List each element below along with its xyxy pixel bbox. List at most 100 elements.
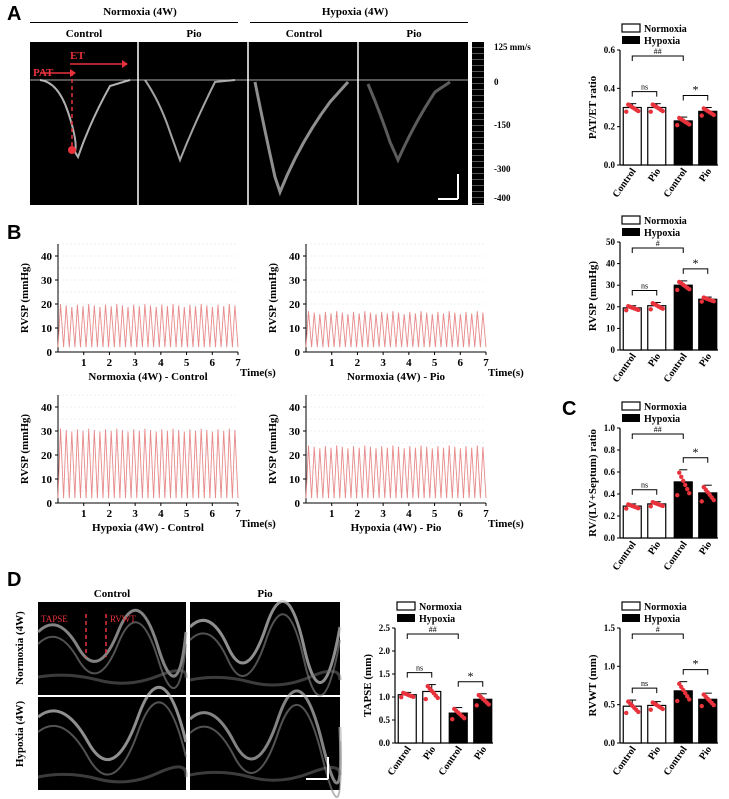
rvsp-dot — [636, 307, 641, 313]
et-label: ET — [70, 50, 85, 62]
rvwt-dot — [636, 709, 641, 715]
fulton-legend-normoxia-label: Normoxia — [644, 402, 687, 413]
doppler-strip: PAT ET — [30, 42, 468, 205]
trace-ylabel: RVSP (mmHg) — [267, 414, 279, 485]
trace-xtick-label: 7 — [483, 357, 489, 369]
rvwt-legend-normoxia-label: Normoxia — [644, 602, 687, 613]
rvsp-dot — [648, 307, 653, 312]
trace-xtick-label: 5 — [432, 357, 438, 369]
rvsp-xtick-3: Control — [662, 351, 690, 385]
tapse-xtick-3: Control — [437, 744, 465, 778]
trace-ytick-label: 10 — [289, 474, 301, 486]
tapse-sig-label: ns — [416, 664, 423, 673]
tapse-label: TAPSE — [41, 614, 68, 624]
tapse-dot — [411, 694, 416, 700]
mmode-normoxia-pio — [188, 599, 342, 697]
trace-xtick-label: 7 — [235, 357, 241, 369]
trace-xtick-label: 1 — [329, 508, 335, 520]
trace-xlabel: Time(s) — [488, 367, 524, 379]
fulton-sig-label: ns — [641, 481, 648, 490]
trace-ytick-label: 10 — [41, 323, 53, 335]
trace-xtick-label: 6 — [458, 357, 464, 369]
fulton-dot — [677, 470, 682, 475]
rvwt-sig-label: * — [693, 657, 699, 671]
trace-xtick-label: 7 — [235, 508, 241, 520]
tapse-xtick-1: Control — [386, 744, 414, 778]
tapse-legend-hypoxia-label: Hypoxia — [419, 614, 455, 625]
trace-title: Normoxia (4W) - Pio — [347, 371, 446, 383]
mmode-image-3 — [37, 685, 188, 784]
pat-et-bar-1 — [622, 106, 642, 166]
tapse-legend-normoxia-swatch — [396, 601, 416, 611]
rvsp-dot — [624, 308, 629, 313]
fulton-dot — [624, 506, 629, 511]
trace-ytick-label: 20 — [289, 450, 301, 462]
tapse-bar-1 — [397, 694, 417, 744]
rvwt-dot — [679, 684, 684, 690]
tapse-ytick-label: 1.5 — [379, 669, 391, 679]
tapse-ytick-label: 2.0 — [379, 646, 391, 656]
trace-xtick-label: 4 — [158, 508, 164, 520]
trace-ytick-label: 0 — [295, 347, 301, 359]
mmode-image-4 — [188, 689, 343, 798]
rvwt-label: RVWT — [110, 614, 136, 624]
pat-et-legend-normoxia-label: Normoxia — [644, 24, 687, 35]
rvsp-dot — [675, 287, 680, 293]
trace-title: Hypoxia (4W) - Pio — [351, 522, 442, 534]
trace-ytick-label: 20 — [41, 450, 53, 462]
doppler-image — [30, 42, 468, 205]
row-label-hypoxia: Hypoxia (4W) — [14, 700, 26, 768]
pat-et-ytick-label: 0.0 — [604, 160, 616, 170]
col-label-a-2: Pio — [186, 28, 202, 40]
fulton-dot — [687, 490, 692, 496]
trace-ytick-label: 20 — [289, 299, 301, 311]
fulton-ytick-label: 0.4 — [604, 489, 616, 499]
rvsp-dot — [699, 299, 704, 304]
pat-et-dot — [648, 109, 653, 114]
col-label-a-4: Pio — [406, 28, 422, 40]
col-label-d-control: Control — [93, 588, 131, 600]
row-label-normoxia: Normoxia (4W) — [14, 611, 26, 685]
tapse-ytick-label: 1.0 — [379, 692, 391, 702]
pat-et-dot — [675, 122, 680, 128]
velocity-scale-bar — [472, 42, 484, 205]
trace-ytick-label: 30 — [289, 275, 301, 287]
pat-et-dot — [636, 108, 641, 114]
fulton-dot — [685, 486, 690, 492]
fulton-legend-hypoxia-label: Hypoxia — [644, 414, 680, 425]
trace-ytick-label: 20 — [41, 299, 53, 311]
rvwt-xtick-3: Control — [662, 744, 690, 778]
pat-et-bar-4 — [698, 110, 718, 166]
pat-et-sig-label: * — [693, 83, 699, 97]
rvwt-dot — [711, 702, 716, 708]
scale-tick-150: -150 — [494, 120, 511, 130]
fulton-legend-normoxia-swatch — [621, 401, 641, 411]
trace-xlabel: Time(s) — [488, 518, 524, 530]
rvsp-sig-bracket — [682, 268, 709, 274]
pat-et-xtick-1: Control — [611, 166, 639, 200]
trace-ytick-label: 40 — [289, 402, 301, 414]
trace-waveform — [305, 445, 487, 499]
fulton-sig-label: ## — [654, 425, 662, 434]
tapse-xtick-4: Pio — [472, 744, 489, 762]
trace-xtick-label: 3 — [380, 357, 386, 369]
trace-xtick-label: 5 — [184, 508, 190, 520]
fulton-dot — [660, 503, 665, 509]
panel-letter-d: D — [7, 569, 22, 591]
pat-et-legend-hypoxia-swatch — [622, 36, 640, 44]
rvsp-sig-bracket — [631, 247, 684, 253]
fulton-ytick-label: 0.2 — [604, 511, 616, 521]
rvwt-sig-label: # — [656, 625, 660, 634]
tapse-dot — [462, 716, 467, 721]
pat-et-dot — [624, 109, 629, 114]
trace-xtick-label: 4 — [158, 357, 164, 369]
rvsp-trace-hypoxia-control: 0 10 20 30 40 1 2 3 4 5 6 7 RVSP (mmHg) Time(s) Hypoxi… — [19, 394, 276, 534]
trace-ytick-label: 40 — [41, 251, 53, 263]
pat-et-dot — [711, 112, 716, 118]
trace-xlabel: Time(s) — [240, 367, 276, 379]
tapse-sig-label: * — [468, 669, 474, 683]
rvwt-ytick-label: 1.5 — [604, 623, 616, 633]
fulton-ytick-label: 0.0 — [604, 533, 616, 543]
mmode-hypoxia-control — [37, 685, 188, 790]
fulton-bar-2 — [647, 503, 667, 539]
